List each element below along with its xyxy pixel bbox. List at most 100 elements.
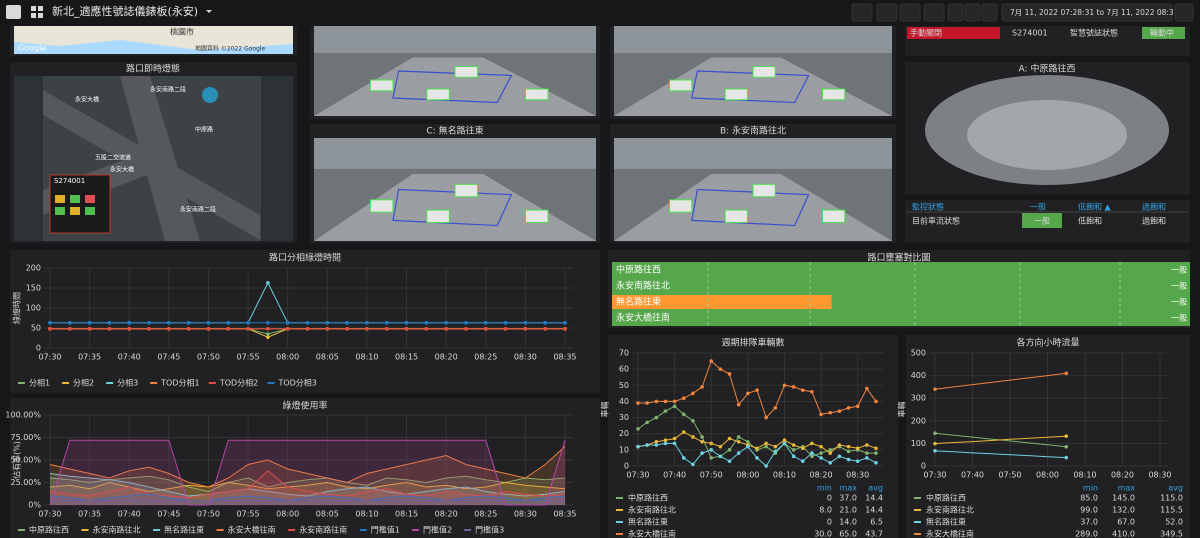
data-point [663, 399, 668, 404]
table-header: 一般 [1030, 202, 1046, 212]
toolbar-button[interactable] [876, 3, 898, 22]
x-tick-label: 07:55 [237, 510, 260, 519]
nav-button[interactable] [981, 3, 998, 22]
data-point [167, 321, 171, 325]
x-tick-label: 08:20 [435, 353, 458, 362]
data-point [764, 441, 768, 446]
legend-swatch [914, 509, 921, 511]
legend-stat: 14.4 [865, 494, 883, 503]
data-point [636, 444, 640, 449]
x-tick-label: 08:15 [395, 353, 418, 362]
data-point [266, 327, 270, 331]
chart-title: 路口分相綠燈時間 [269, 252, 341, 264]
data-point [266, 332, 270, 336]
legend-swatch [208, 382, 216, 384]
nav-button[interactable] [964, 3, 981, 22]
vehicle-box [525, 209, 549, 223]
series-line [49, 439, 566, 506]
panel-title: A: 中原路往西 [1019, 63, 1076, 75]
camera-road [614, 174, 892, 241]
data-point [855, 459, 860, 463]
y-tick-label: 0% [28, 501, 41, 510]
time-picker[interactable] [1001, 3, 1173, 22]
data-point [837, 409, 842, 413]
legend-stat: 85.0 [1080, 494, 1098, 503]
legend-stat: 99.0 [1080, 506, 1098, 515]
data-point [523, 321, 528, 325]
data-point [810, 389, 814, 394]
vehicle-box [752, 183, 776, 198]
legend-swatch [18, 382, 25, 384]
data-point [266, 281, 270, 285]
app-icon[interactable] [6, 5, 21, 19]
data-point [874, 451, 878, 455]
panel-title: B: 永安南路往北 [720, 125, 786, 137]
data-point [503, 321, 508, 325]
x-tick-label: 08:00 [276, 510, 299, 519]
status-text: 輪動中 [1150, 28, 1174, 38]
data-point [206, 327, 211, 331]
nav-button[interactable] [947, 3, 964, 22]
x-tick-label: 07:40 [118, 510, 141, 519]
data-point [865, 451, 869, 455]
chart-title: 各方向小時流量 [1016, 337, 1079, 349]
legend-label: 中原路往西 [926, 493, 966, 503]
data-point [672, 441, 677, 446]
y-tick-label: 60 [619, 365, 629, 374]
data-point [933, 431, 937, 436]
vehicle-box [669, 199, 693, 213]
data-point [846, 444, 851, 449]
legend-header: min [817, 484, 832, 493]
legend-swatch [62, 382, 70, 384]
data-point [636, 427, 640, 431]
toolbar-button[interactable] [851, 3, 873, 22]
data-point [746, 391, 750, 396]
data-point [755, 456, 759, 460]
data-point [226, 321, 231, 325]
chart-panel [10, 250, 600, 393]
data-point [865, 443, 869, 447]
data-point [87, 321, 92, 325]
fisheye-road [967, 100, 1127, 170]
data-point [305, 321, 310, 325]
legend-stat: 37.0 [1080, 518, 1098, 527]
x-tick-label: 08:10 [355, 510, 378, 519]
data-point [206, 321, 211, 325]
data-point [819, 444, 823, 449]
area-fill [50, 500, 565, 505]
data-point [68, 327, 72, 331]
legend-header: avg [868, 484, 883, 493]
y-tick-label: 150 [26, 284, 41, 293]
refresh-button[interactable] [1174, 3, 1194, 22]
y-axis-label: 佔有率(%) [12, 441, 22, 479]
series-line [49, 475, 566, 493]
x-tick-label: 08:20 [810, 471, 833, 480]
data-point [345, 327, 349, 331]
legend-stat: 115.5 [1160, 506, 1183, 515]
legend-swatch [411, 529, 419, 531]
controller-box [49, 174, 111, 234]
data-point [1064, 434, 1069, 438]
legend-stat: 0 [827, 518, 832, 527]
bar-label: 永安南路往北 [616, 280, 670, 292]
data-point [645, 443, 649, 447]
data-point [933, 441, 937, 446]
road-label: 中原路 [195, 126, 213, 134]
grid-icon [38, 6, 43, 11]
data-point [672, 404, 677, 409]
toolbar-button[interactable] [923, 3, 945, 22]
dashboard-title[interactable]: 新北_適應性號誌儀錶板(永安) [52, 4, 198, 18]
y-tick-label: 40 [619, 397, 629, 406]
data-point [654, 443, 659, 447]
bar-label: 中原路往西 [616, 264, 661, 276]
signal-digit [85, 195, 95, 203]
data-point [636, 401, 640, 405]
data-point [855, 404, 860, 409]
data-point [764, 444, 768, 449]
map-logo: Google [18, 44, 46, 53]
toolbar-button[interactable] [899, 3, 921, 22]
data-point [266, 321, 270, 325]
series-line [49, 473, 566, 497]
data-point [424, 321, 429, 325]
